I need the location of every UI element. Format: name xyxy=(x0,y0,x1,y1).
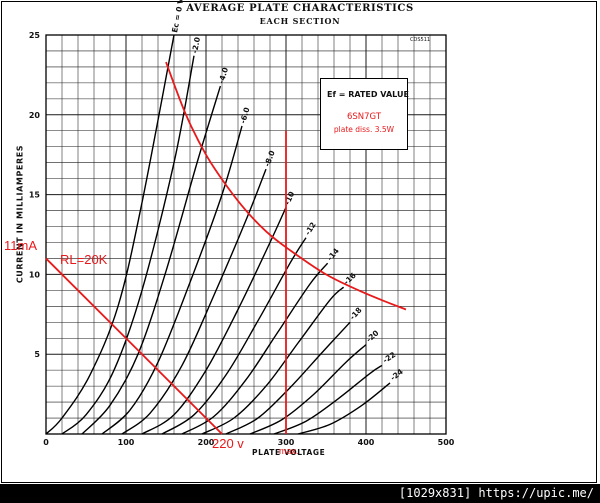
x-tick-label: 300 xyxy=(278,438,295,447)
x-tick-label: 400 xyxy=(358,438,375,447)
series-line xyxy=(249,344,367,435)
x-axis-label: PLATE VOLTAGE xyxy=(252,448,326,457)
y-tick-label: 25 xyxy=(29,31,41,40)
info-box: Ef = RATED VALUE 6SN7GT plate diss. 3.5W xyxy=(320,78,409,150)
footer-text: [1029x831] https://upic.me/ xyxy=(398,486,594,500)
max-annotation: max. xyxy=(279,446,299,456)
load-annotation: RL=20K xyxy=(60,252,108,267)
series-line xyxy=(297,382,391,435)
series-label: -20 xyxy=(364,328,380,344)
series-label: -10 xyxy=(283,190,297,206)
series-line xyxy=(225,321,351,435)
series-line xyxy=(45,34,175,435)
series-label: -2.0 xyxy=(190,36,202,54)
y-tick-label: 20 xyxy=(29,111,41,120)
series-line xyxy=(121,168,267,435)
series-label: -6.0 xyxy=(238,106,251,124)
tube-type-label: 6SN7GT xyxy=(346,112,382,122)
series-label: -8.0 xyxy=(262,149,276,168)
series-line xyxy=(61,55,195,435)
footer-bar: [1029x831] https://upic.me/ xyxy=(0,484,600,503)
y-tick-label: 5 xyxy=(34,350,40,359)
figure-code: CDS511 xyxy=(410,37,431,43)
filament-voltage-label: Ef = RATED VALUE xyxy=(327,90,409,99)
x-tick-label: 100 xyxy=(118,438,135,447)
x-tick-label: 500 xyxy=(438,438,455,447)
load-line xyxy=(45,257,223,435)
series-line xyxy=(181,262,329,435)
chart-title: AVERAGE PLATE CHARACTERISTICS xyxy=(186,3,414,14)
dissipation-curve xyxy=(165,61,407,311)
series-line xyxy=(81,85,222,435)
series-line xyxy=(141,207,287,435)
series-line xyxy=(161,237,307,435)
current-annotation: 11mA xyxy=(4,238,37,253)
series-line xyxy=(101,125,243,435)
x-tick-label: 0 xyxy=(43,438,49,447)
plate-dissipation-label: plate diss. 3.5W xyxy=(333,125,395,134)
voltage-annotation: 220 v xyxy=(212,436,244,451)
series-label: -22 xyxy=(381,350,397,365)
chart-frame xyxy=(1,1,597,483)
x-tick-label: 200 xyxy=(198,438,215,447)
y-tick-label: 15 xyxy=(29,191,41,200)
series-label: -4.0 xyxy=(217,66,230,84)
series-line xyxy=(201,286,345,435)
chart-subtitle: EACH SECTION xyxy=(259,16,341,26)
y-tick-label: 10 xyxy=(29,270,41,279)
series-label: -24 xyxy=(389,367,405,382)
y-axis-label: CURRENT IN MILLIAMPERES xyxy=(15,144,25,284)
series-label: -12 xyxy=(303,220,318,236)
series-label: -14 xyxy=(325,246,341,262)
series-line xyxy=(273,364,383,435)
plot-border xyxy=(45,34,447,435)
